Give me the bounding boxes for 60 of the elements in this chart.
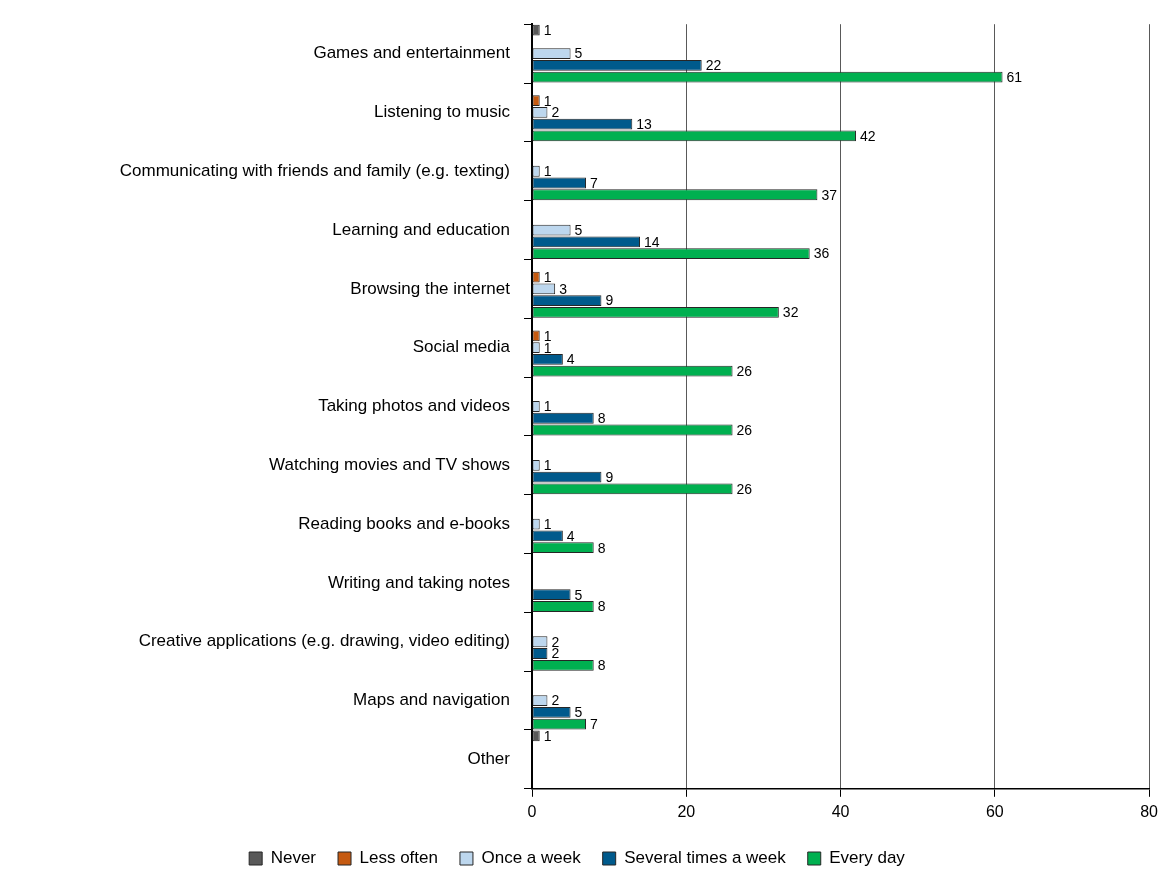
data-label: 5	[574, 45, 583, 62]
data-label: 26	[736, 363, 753, 380]
data-label: 5	[574, 586, 583, 603]
data-label: 1	[543, 92, 552, 109]
x-tick-label: 40	[831, 802, 850, 820]
data-label: 1	[543, 727, 552, 744]
data-label: 36	[813, 245, 830, 262]
data-label: 9	[605, 468, 614, 485]
x-tick-label: 20	[677, 802, 696, 820]
x-tick-label: 80	[1140, 802, 1159, 820]
y-tick-label: Watching movies and TV shows	[269, 455, 510, 474]
y-tick-label: Other	[467, 749, 511, 769]
data-label: 4	[566, 351, 575, 368]
legend-label: Never	[270, 848, 317, 868]
data-label: 7	[590, 174, 598, 191]
legend-label: Several times a week	[624, 848, 787, 868]
data-label: 14	[643, 233, 660, 250]
y-tick-label: Communicating with friends and family (e.g. texting)	[119, 160, 510, 180]
data-label: 26	[736, 480, 753, 497]
data-label: 7	[590, 715, 598, 732]
y-tick-label: Maps and navigation	[353, 690, 510, 710]
data-label: 8	[597, 410, 606, 427]
data-label: 1	[543, 327, 552, 344]
legend-label: Once a week	[481, 848, 582, 868]
data-label: 2	[551, 104, 560, 121]
x-tick-label: 60	[985, 802, 1004, 820]
data-label: 5	[574, 221, 583, 238]
data-label: 42	[859, 127, 876, 144]
data-label: 4	[566, 527, 575, 544]
y-tick-label: Reading books and e-books	[298, 513, 510, 533]
y-tick-label: Games and entertainment	[313, 43, 511, 63]
y-tick-label: Writing and taking notes	[327, 572, 510, 592]
data-label: 1	[543, 398, 552, 415]
legend-label: Less often	[359, 848, 438, 868]
data-label: 37	[821, 186, 838, 203]
data-label: 5	[574, 704, 583, 721]
x-tick-label: 0	[527, 802, 537, 820]
data-label: 26	[736, 421, 753, 438]
data-label: 2	[551, 692, 560, 709]
y-tick-label: Taking photos and videos	[318, 396, 510, 416]
data-label: 3	[559, 280, 568, 297]
legend-label: Every day	[829, 848, 906, 868]
data-label: 1	[543, 515, 552, 532]
y-tick-label: Creative applications (e.g. drawing, video editing)	[138, 631, 510, 651]
y-tick-label: Listening to music	[373, 102, 511, 122]
data-label: 8	[597, 657, 606, 674]
data-label: 8	[597, 598, 606, 615]
data-label: 1	[543, 163, 552, 180]
y-tick-label: Social media	[412, 337, 511, 357]
data-label: 61	[1006, 68, 1023, 85]
y-tick-label: Browsing the internet	[350, 278, 511, 298]
data-label: 32	[782, 304, 799, 321]
data-label: 1	[543, 457, 552, 474]
data-label: 9	[605, 292, 614, 309]
data-label: 8	[597, 539, 606, 556]
data-label: 1	[543, 268, 552, 285]
data-label: 1	[543, 21, 552, 38]
data-label: 22	[705, 57, 722, 74]
data-label: 13	[636, 116, 653, 133]
y-tick-label: Learning and education	[332, 219, 510, 239]
